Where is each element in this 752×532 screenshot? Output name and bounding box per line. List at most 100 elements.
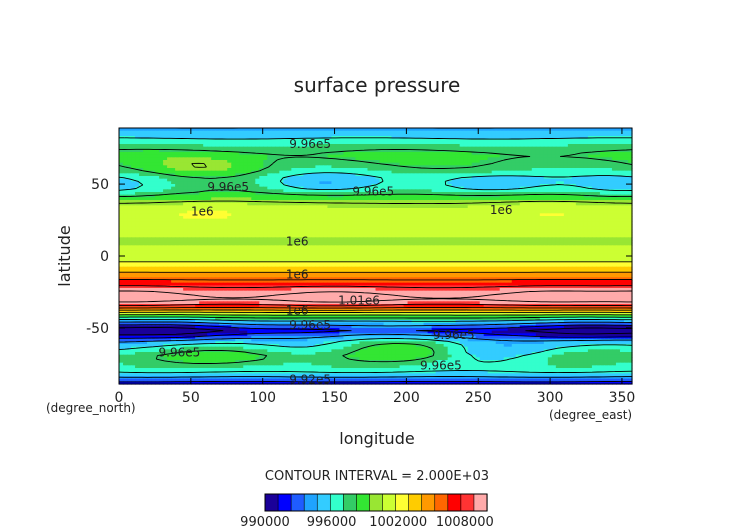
heatmap-cell (391, 186, 397, 190)
heatmap-cell (123, 184, 128, 188)
heatmap-cell (479, 162, 485, 166)
heatmap-cell (207, 162, 212, 166)
heatmap-cell (555, 173, 561, 177)
heatmap-cell (235, 194, 240, 198)
heatmap-cell (239, 128, 244, 132)
heatmap-cell (627, 128, 633, 132)
heatmap-cell (215, 184, 220, 188)
heatmap-cell (367, 141, 373, 145)
heatmap-cell (159, 138, 164, 142)
heatmap-cell (231, 205, 236, 209)
heatmap-cell (343, 184, 349, 188)
heatmap-cell (615, 184, 621, 188)
heatmap-cell (583, 168, 589, 172)
heatmap-cell (299, 136, 304, 140)
heatmap-cell (595, 165, 601, 169)
heatmap-cell (611, 154, 617, 158)
heatmap-cell (627, 181, 633, 185)
heatmap-cell (207, 128, 212, 132)
heatmap-cell (519, 165, 525, 169)
heatmap-cell (327, 144, 333, 148)
heatmap-cell (119, 133, 124, 137)
heatmap-cell (239, 157, 244, 161)
heatmap-cell (259, 154, 264, 158)
heatmap-cell (383, 154, 389, 158)
heatmap-cell (423, 186, 429, 190)
heatmap-cell (471, 149, 477, 153)
heatmap-cell (171, 184, 176, 188)
heatmap-cell (519, 144, 525, 148)
heatmap-cell (391, 194, 397, 198)
heatmap-cell (235, 168, 240, 172)
heatmap-cell (187, 160, 192, 164)
heatmap-cell (231, 186, 236, 190)
heatmap-cell (515, 136, 521, 140)
heatmap-cell (575, 138, 581, 142)
heatmap-cell (191, 181, 196, 185)
heatmap-cell (479, 141, 485, 145)
heatmap-cell (583, 189, 589, 193)
heatmap-cell (503, 154, 509, 158)
heatmap-cell (171, 133, 176, 137)
heatmap-cell (627, 165, 633, 169)
heatmap-cell (527, 184, 533, 188)
heatmap-cell (603, 178, 609, 182)
heatmap-cell (199, 194, 204, 198)
heatmap-cell (215, 202, 220, 206)
heatmap-cell (295, 154, 300, 158)
heatmap-cell (363, 178, 369, 182)
heatmap-cell (275, 152, 280, 156)
heatmap-cell (295, 186, 300, 190)
heatmap-cell (131, 144, 136, 148)
heatmap-cell (123, 152, 128, 156)
heatmap-cell (231, 136, 236, 140)
heatmap-cell (239, 165, 244, 169)
heatmap-cell (151, 149, 156, 153)
heatmap-cell (547, 181, 553, 185)
heatmap-cell (567, 146, 573, 150)
heatmap-cell (435, 130, 441, 134)
heatmap-cell (567, 186, 573, 190)
heatmap-cell (119, 162, 124, 166)
heatmap-cell (395, 149, 401, 153)
heatmap-cell (247, 176, 252, 180)
heatmap-cell (135, 184, 140, 188)
heatmap-cell (223, 181, 228, 185)
heatmap-cell (571, 165, 577, 169)
heatmap-cell (279, 184, 284, 188)
heatmap-cell (211, 173, 216, 177)
heatmap-cell (383, 128, 389, 132)
heatmap-cell (603, 186, 609, 190)
heatmap-cell (191, 165, 196, 169)
heatmap-cell (159, 144, 164, 148)
heatmap-cell (287, 157, 292, 161)
heatmap-cell (447, 189, 453, 193)
heatmap-cell (523, 141, 529, 145)
heatmap-cell (207, 165, 212, 169)
heatmap-cell (427, 173, 433, 177)
heatmap-cell (263, 136, 268, 140)
heatmap-cell (399, 128, 405, 132)
heatmap-cell (147, 149, 152, 153)
heatmap-cell (327, 178, 333, 182)
heatmap-cell (319, 144, 324, 148)
heatmap-cell (231, 197, 236, 201)
heatmap-cell (243, 186, 248, 190)
heatmap-cell (583, 170, 589, 174)
heatmap-cell (203, 141, 208, 145)
heatmap-cell (407, 197, 413, 201)
heatmap-cell (331, 197, 337, 201)
heatmap-cell (399, 178, 405, 182)
heatmap-cell (275, 168, 280, 172)
heatmap-cell (167, 133, 172, 137)
heatmap-cell (151, 186, 156, 190)
heatmap-cell (431, 130, 437, 134)
heatmap-cell (343, 138, 349, 142)
heatmap-cell (299, 146, 304, 150)
heatmap-cell (151, 157, 156, 161)
heatmap-cell (543, 170, 549, 174)
heatmap-cell (303, 144, 308, 148)
heatmap-cell (575, 146, 581, 150)
heatmap-cell (255, 184, 260, 188)
heatmap-cell (623, 186, 629, 190)
